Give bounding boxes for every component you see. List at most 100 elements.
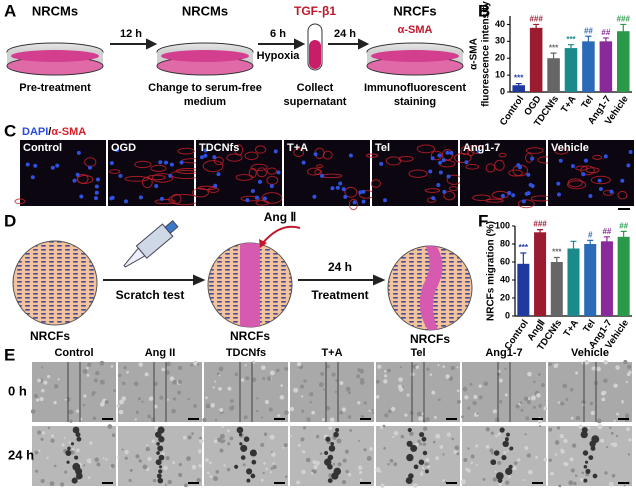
micrograph [32,426,116,486]
texture [543,457,548,462]
texture [234,372,239,377]
nucleus [320,173,325,178]
texture [121,448,124,451]
nucleus [124,199,129,204]
nucleus [588,193,593,198]
texture [256,410,259,413]
scale-bar [618,208,630,210]
texture [460,479,466,485]
texture [208,461,212,465]
y-tick-label: 40 [495,19,505,29]
column-label: Ang II [145,347,176,359]
texture [442,479,446,482]
texture [196,478,201,483]
texture [348,473,352,477]
texture [71,447,75,451]
y-tick-label: 0 [505,310,510,320]
cell-cluster [589,440,596,448]
micrograph [462,362,546,422]
texture [489,448,494,453]
cell-cluster [592,473,598,479]
texture [35,469,39,473]
texture [472,400,477,406]
texture [301,395,304,398]
texture [519,401,523,404]
error-bar [515,82,522,87]
texture [150,417,156,423]
cell-cluster [70,442,75,446]
nucleus [158,160,163,165]
significance: ### [533,220,547,229]
texture [93,378,98,383]
nucleus [109,161,114,166]
cell-cluster [406,440,413,447]
cell-cluster [584,460,589,464]
nucleus [556,181,561,186]
texture [379,425,384,430]
texture [575,371,579,375]
cell-cluster [583,465,588,469]
texture [205,396,208,400]
texture [223,464,226,467]
texture [276,368,280,373]
texture [536,393,541,398]
fiber [255,200,270,206]
texture [86,458,92,464]
texture [289,406,295,412]
nucleus [598,187,603,192]
micrograph [548,362,632,422]
texture [426,464,431,469]
texture [105,458,108,461]
nucleus [72,178,77,183]
texture [568,480,574,486]
fiber [602,189,615,196]
texture [202,417,207,423]
cell-cluster [75,432,81,438]
texture [41,366,44,369]
texture [41,431,45,435]
nucleus [33,163,38,168]
texture [198,438,204,444]
texture [437,364,440,367]
texture [548,362,552,367]
texture [161,367,166,372]
texture [527,469,533,475]
texture [153,381,158,386]
texture [289,434,292,438]
micrograph [32,362,116,422]
texture [495,435,498,438]
texture [178,462,182,467]
texture [161,452,165,456]
texture [377,364,382,369]
texture [579,478,584,482]
texture [438,398,441,402]
cell-cluster [504,437,509,442]
texture [63,436,66,439]
texture [429,373,433,376]
texture [146,443,149,447]
texture [293,387,299,393]
texture [128,478,132,483]
texture [409,431,414,436]
cell-cluster [501,455,507,461]
texture [147,414,152,419]
texture [134,418,137,421]
texture [187,397,190,401]
texture [325,405,331,411]
nucleus [437,153,442,158]
fiber [554,147,569,155]
item-label: NRCFs [393,3,436,18]
stimulus: Ang Ⅱ [264,210,297,224]
texture [263,461,266,465]
scale-bar [360,418,371,420]
fiber [408,169,428,178]
cell-cluster [156,451,160,455]
texture [40,479,45,484]
texture [463,457,468,462]
panel-label: A [4,1,16,20]
texture [398,377,403,382]
texture [558,484,562,488]
texture [589,401,594,406]
fiber [443,190,456,201]
cell-cluster [155,431,162,438]
